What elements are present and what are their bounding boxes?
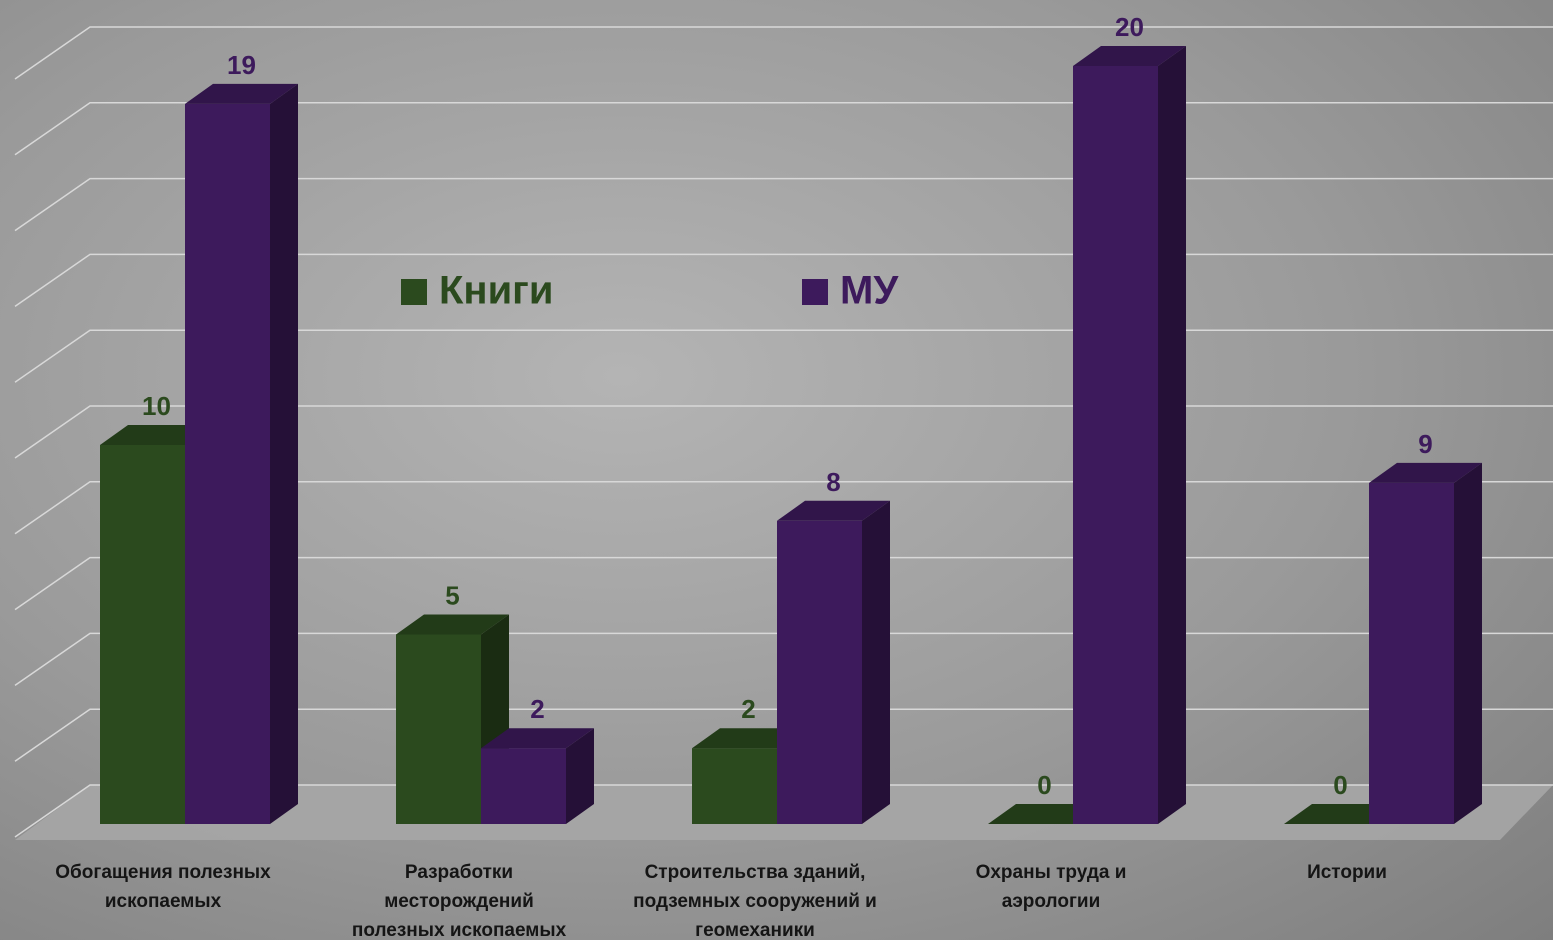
bar-front [396, 634, 481, 824]
bar-side [1158, 46, 1186, 824]
bar [988, 804, 1101, 824]
x-tick-label: Разработки месторождений полезных ископа… [351, 862, 567, 940]
bar-front [481, 748, 566, 824]
grid-line [14, 784, 1553, 838]
legend-swatch [401, 279, 427, 305]
bar-top [1073, 46, 1186, 66]
x-tick-label: Строительства зданий, подземных сооружен… [633, 862, 877, 940]
grid-line [14, 253, 1553, 308]
legend-swatch [802, 279, 828, 305]
bar-side [862, 500, 890, 824]
grid-line [14, 632, 1553, 687]
bar-front [692, 748, 777, 824]
legend-label: Книги [439, 269, 553, 313]
value-label: 10 [142, 391, 171, 421]
bar-front [1369, 482, 1454, 824]
bar-top [1369, 462, 1482, 483]
grid-line [14, 708, 1553, 762]
bar-top [988, 804, 1101, 824]
bar-top [692, 728, 805, 749]
bar-top [777, 500, 890, 521]
bar-top [396, 614, 509, 635]
grid-line [14, 177, 1553, 232]
bar [777, 500, 890, 824]
bar [481, 728, 594, 824]
bar [185, 83, 298, 824]
bar [1284, 804, 1397, 824]
grid-line [14, 481, 1553, 535]
value-label: 19 [227, 50, 256, 80]
value-label: 9 [1418, 429, 1432, 459]
bar [1369, 462, 1482, 824]
value-label: 0 [1333, 770, 1347, 800]
x-tick-label: Истории [1307, 862, 1387, 883]
grid-line [14, 26, 1553, 80]
bar-front [100, 445, 185, 824]
grid-line [14, 102, 1553, 156]
value-label: 2 [530, 694, 544, 724]
legend-label: МУ [840, 269, 899, 313]
value-label: 5 [445, 581, 459, 611]
value-label: 2 [741, 694, 755, 724]
grid-line [14, 329, 1553, 383]
bar-side [270, 83, 298, 824]
bar-side [566, 728, 594, 824]
bar-front [185, 103, 270, 824]
bar-top [1284, 804, 1397, 824]
x-tick-label: Охраны труда и аэрологии [975, 862, 1127, 912]
value-label: 8 [826, 467, 840, 497]
x-tick-label: Обогащения полезных ископаемых [55, 862, 271, 912]
bar-side [1454, 462, 1482, 824]
value-label: 20 [1115, 12, 1144, 42]
bar-top [100, 425, 213, 445]
bar-top [481, 728, 594, 749]
grid-line [14, 405, 1553, 459]
bar-front [1073, 66, 1158, 824]
bar-top [185, 83, 298, 104]
bar [1073, 46, 1186, 824]
bar-front [777, 520, 862, 824]
value-label: 0 [1037, 770, 1051, 800]
grid-line [14, 556, 1553, 611]
